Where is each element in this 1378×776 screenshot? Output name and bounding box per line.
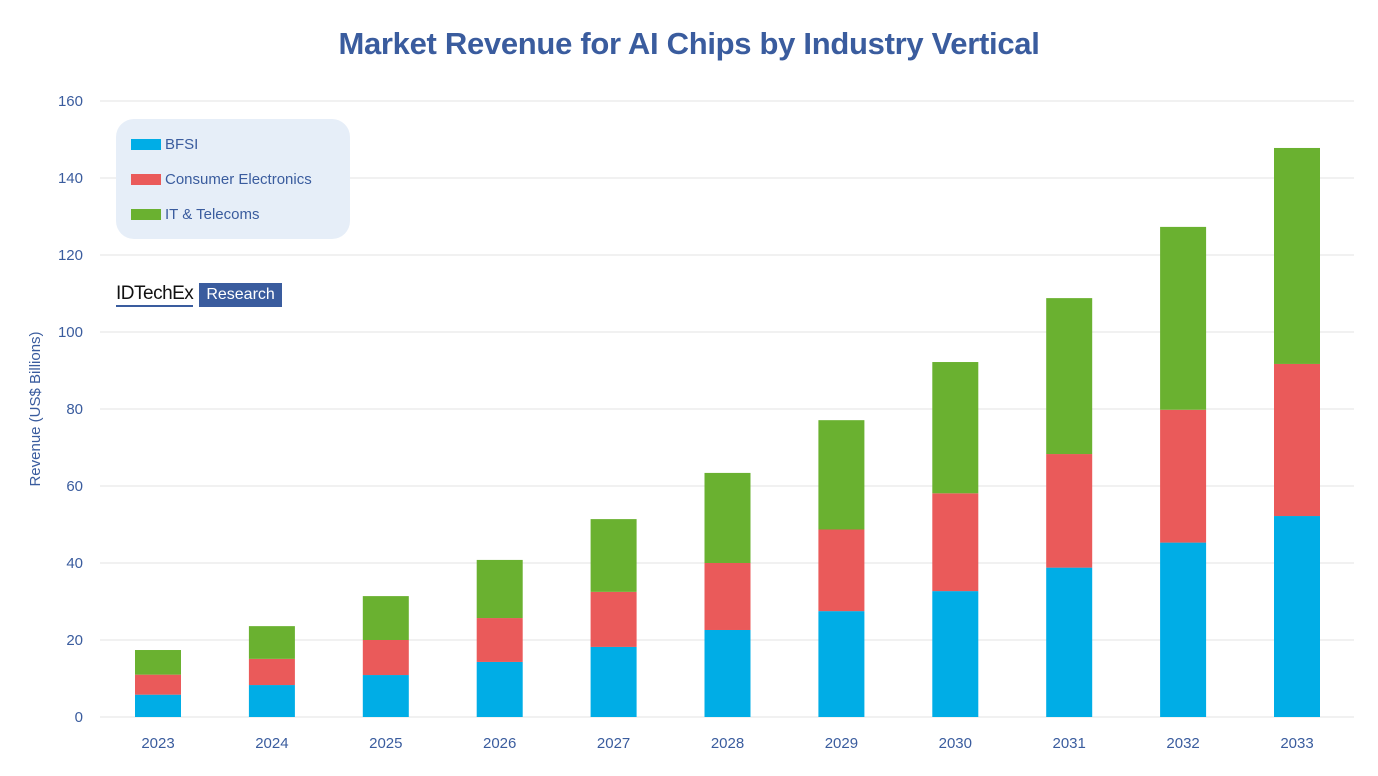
legend-item-bfsi[interactable]: BFSI	[131, 134, 198, 154]
legend-swatch-it-telecoms	[131, 208, 161, 220]
bar-it-telecoms-2031	[1046, 298, 1093, 455]
bar-bfsi-2024	[248, 685, 295, 717]
bar-bfsi-2029	[818, 611, 865, 717]
bar-it-telecoms-2025	[362, 596, 409, 640]
bar-bfsi-2028	[704, 629, 751, 717]
x-tick-label: 2032	[1166, 735, 1199, 752]
bar-bfsi-2030	[932, 591, 979, 717]
y-tick-label: 140	[58, 170, 83, 187]
x-tick-label: 2033	[1280, 735, 1313, 752]
y-tick-label: 160	[58, 93, 83, 110]
idtechex-logo: IDTechEx Research	[116, 282, 282, 308]
x-axis-ticks: 2023 2024 2025 2026 2027 2028 2029 2030 2031 2032…	[141, 735, 1313, 752]
bar-bfsi-2031	[1046, 567, 1093, 717]
y-tick-label: 0	[75, 709, 83, 726]
bar-it-telecoms-2023	[135, 650, 181, 675]
x-tick-label: 2028	[711, 735, 744, 752]
bar-consumer-electronics-2031	[1046, 454, 1093, 568]
legend: BFSI Consumer Electronics IT & Telecoms	[116, 119, 350, 239]
y-tick-label: 120	[58, 247, 83, 264]
x-tick-label: 2029	[825, 735, 858, 752]
legend-item-consumer-electronics[interactable]: Consumer Electronics	[131, 169, 312, 189]
legend-label: IT & Telecoms	[165, 205, 260, 223]
y-tick-label: 80	[66, 401, 83, 418]
legend-label: BFSI	[165, 135, 199, 153]
x-tick-label: 2026	[483, 735, 516, 752]
y-tick-label: 60	[66, 478, 83, 495]
legend-swatch-consumer-electronics	[131, 173, 161, 185]
bar-consumer-electronics-2023	[135, 674, 181, 695]
bar-bfsi-2032	[1160, 542, 1207, 717]
bar-it-telecoms-2026	[476, 559, 523, 619]
bar-it-telecoms-2032	[1160, 226, 1207, 410]
y-axis-ticks: 0 20 40 60 80 100 120 140 160	[58, 93, 83, 726]
bar-consumer-electronics-2025	[362, 640, 409, 676]
bar-consumer-electronics-2032	[1160, 409, 1207, 543]
y-tick-label: 20	[66, 632, 83, 649]
bar-it-telecoms-2033	[1274, 147, 1320, 364]
chart-title: Market Revenue for AI Chips by Industry …	[338, 26, 1040, 61]
bar-it-telecoms-2024	[248, 626, 295, 659]
x-tick-label: 2031	[1053, 735, 1086, 752]
legend-item-it-telecoms[interactable]: IT & Telecoms	[131, 204, 259, 224]
bar-consumer-electronics-2028	[704, 563, 751, 630]
y-tick-label: 100	[58, 324, 83, 341]
bar-bfsi-2023	[135, 694, 181, 717]
bars	[135, 147, 1320, 717]
x-tick-label: 2024	[255, 735, 288, 752]
y-tick-label: 40	[66, 555, 83, 572]
bar-consumer-electronics-2027	[590, 591, 637, 647]
bar-bfsi-2027	[590, 646, 637, 717]
bar-it-telecoms-2027	[590, 519, 637, 592]
bar-consumer-electronics-2030	[932, 493, 979, 592]
legend-swatch-bfsi	[131, 138, 161, 150]
legend-label: Consumer Electronics	[165, 170, 312, 188]
bar-it-telecoms-2028	[704, 472, 751, 563]
logo-brand: IDTechEx	[116, 283, 194, 307]
bar-consumer-electronics-2029	[818, 529, 865, 612]
logo-tag: Research	[199, 283, 282, 307]
y-axis-label: Revenue (US$ Billions)	[27, 331, 44, 486]
bar-bfsi-2026	[476, 661, 523, 717]
bar-consumer-electronics-2026	[476, 618, 523, 662]
x-tick-label: 2025	[369, 735, 402, 752]
x-tick-label: 2027	[597, 735, 630, 752]
bar-consumer-electronics-2033	[1274, 363, 1320, 517]
bar-it-telecoms-2030	[932, 362, 979, 494]
x-tick-label: 2030	[939, 735, 972, 752]
bar-bfsi-2025	[362, 675, 409, 717]
x-tick-label: 2023	[141, 735, 174, 752]
bar-bfsi-2033	[1274, 516, 1320, 717]
bar-it-telecoms-2029	[818, 420, 865, 530]
bar-consumer-electronics-2024	[248, 658, 295, 686]
